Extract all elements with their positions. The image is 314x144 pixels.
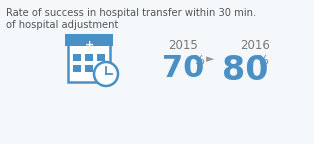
Bar bbox=[97, 54, 105, 61]
Bar bbox=[97, 65, 105, 72]
Text: 80: 80 bbox=[222, 54, 268, 87]
Text: 2015: 2015 bbox=[168, 39, 198, 52]
Bar bbox=[85, 54, 93, 61]
Text: 2016: 2016 bbox=[240, 39, 270, 52]
Circle shape bbox=[94, 62, 118, 86]
Text: %: % bbox=[192, 54, 204, 67]
Text: +: + bbox=[84, 40, 94, 50]
Bar bbox=[73, 65, 81, 72]
Bar bbox=[73, 54, 81, 61]
Bar bbox=[68, 38, 110, 82]
Text: of hospital adjustment: of hospital adjustment bbox=[6, 20, 118, 30]
Text: ►: ► bbox=[206, 54, 214, 64]
Text: Rate of success in hospital transfer within 30 min.: Rate of success in hospital transfer wit… bbox=[6, 8, 256, 18]
Text: 70: 70 bbox=[162, 54, 204, 83]
Text: %: % bbox=[256, 54, 268, 67]
Bar bbox=[65, 34, 113, 46]
Bar bbox=[85, 65, 93, 72]
